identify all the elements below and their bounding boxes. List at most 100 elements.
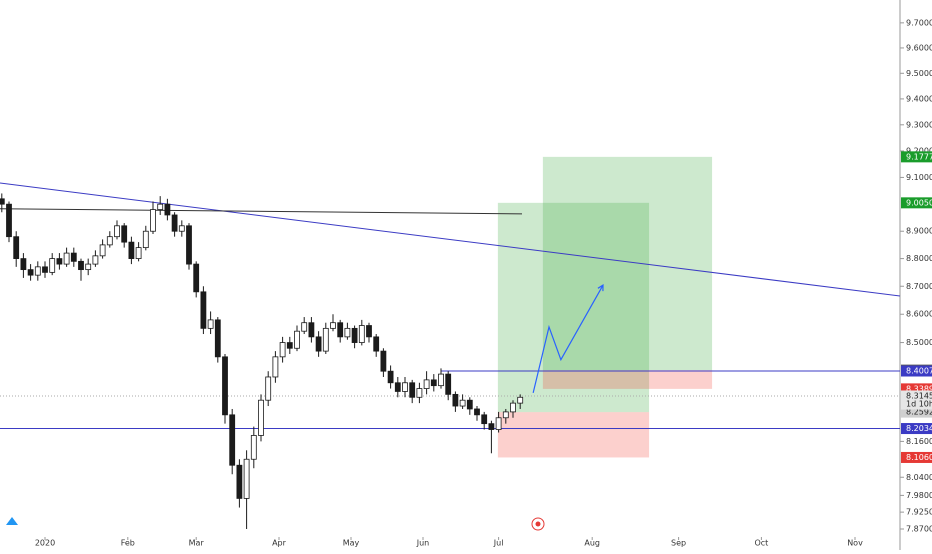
candle-body xyxy=(452,393,459,407)
y-tick-label: 7.9250 xyxy=(906,508,932,517)
logo xyxy=(6,517,18,525)
candle-body xyxy=(229,414,236,466)
x-tick-label: Mar xyxy=(189,539,205,548)
candle-body xyxy=(459,399,466,407)
candle-body xyxy=(85,263,92,271)
candle-body xyxy=(430,379,437,387)
candle-body xyxy=(373,336,380,352)
trend-line xyxy=(0,208,523,215)
target-zone xyxy=(542,156,713,371)
candle-body xyxy=(171,214,178,232)
price-label-bg xyxy=(901,197,932,209)
candle-body xyxy=(286,342,293,349)
price-label-bg xyxy=(901,406,932,418)
candle-body xyxy=(164,203,171,216)
candle-body xyxy=(330,322,336,329)
arrow-head xyxy=(597,284,604,292)
candle-body xyxy=(106,236,113,246)
price-label-bg xyxy=(901,365,932,377)
candle-body xyxy=(186,225,192,265)
y-tick-label: 9.1000 xyxy=(906,173,932,182)
y-tick-label: 8.6000 xyxy=(906,310,932,319)
price-label: 8.2034 xyxy=(906,424,932,433)
candle-body xyxy=(56,258,63,265)
candle-body xyxy=(481,414,488,425)
y-tick-label: 9.3000 xyxy=(906,120,932,129)
price-label: 9.0050 xyxy=(906,198,932,207)
candle-body xyxy=(466,399,473,410)
price-label-bg xyxy=(901,151,932,163)
y-tick-label: 9.6000 xyxy=(906,43,932,52)
x-tick-label: Jul xyxy=(493,539,504,548)
x-tick-label: Feb xyxy=(121,539,135,548)
candle-body xyxy=(315,336,322,352)
x-tick-label: Jun xyxy=(416,539,430,548)
price-label-bg xyxy=(901,390,932,402)
y-tick-label: 8.1600 xyxy=(906,437,932,446)
candle-body xyxy=(128,241,135,259)
event-icon xyxy=(531,517,545,531)
y-tick-label: 8.0400 xyxy=(906,473,932,482)
price-label-bg xyxy=(901,423,932,435)
y-tick-label: 8.7000 xyxy=(906,282,932,291)
candle-body xyxy=(394,382,401,392)
x-tick-label: Oct xyxy=(754,539,768,548)
countdown-bg xyxy=(901,398,932,410)
candle-body xyxy=(236,464,243,499)
candle-body xyxy=(366,325,372,338)
price-label: 9.1777 xyxy=(906,152,932,161)
candle-body xyxy=(200,291,207,329)
candle-body xyxy=(178,225,185,232)
candle-body xyxy=(63,252,70,265)
candle-body xyxy=(279,342,286,358)
candle-body xyxy=(42,266,48,273)
candle-body xyxy=(474,408,480,416)
y-tick-label: 9.5000 xyxy=(906,69,932,78)
price-label: 8.4007 xyxy=(906,367,932,376)
candle-body xyxy=(49,258,56,273)
candle-body xyxy=(34,266,41,276)
candle-body xyxy=(351,327,358,343)
candle-body xyxy=(222,356,228,416)
candle-body xyxy=(250,435,257,460)
candle-body xyxy=(157,203,164,210)
x-tick-label: Nov xyxy=(847,539,863,548)
candle-body xyxy=(142,230,149,249)
candle-body xyxy=(322,327,329,352)
candle-body xyxy=(13,236,20,259)
candle-body xyxy=(344,327,351,338)
candle-body xyxy=(416,388,423,398)
candle-body xyxy=(6,203,12,238)
candle-body xyxy=(20,258,27,271)
candle-body xyxy=(488,423,495,430)
price-label-bg xyxy=(901,451,932,463)
candle-body xyxy=(0,198,5,205)
candle-body xyxy=(387,370,394,384)
stop-zone xyxy=(497,412,650,458)
candle-body xyxy=(114,225,120,238)
x-tick-label: Aug xyxy=(584,539,600,548)
target-zone xyxy=(497,202,650,413)
y-tick-label: 8.8000 xyxy=(906,254,932,263)
candle-body xyxy=(207,319,214,329)
projection-arrow xyxy=(532,284,604,394)
price-label: 8.1060 xyxy=(906,453,932,462)
trend-line xyxy=(0,182,901,297)
candle-body xyxy=(193,263,200,293)
candle-body xyxy=(272,356,279,378)
x-tick-label: Apr xyxy=(272,539,287,548)
candle-body xyxy=(92,255,99,265)
candle-body xyxy=(517,396,524,404)
price-label: 8.3389 xyxy=(906,384,932,393)
stop-zone xyxy=(542,370,713,389)
candle-body xyxy=(258,399,264,436)
candle-body xyxy=(78,260,84,271)
candle-body xyxy=(214,319,221,358)
x-tick-label: 2020 xyxy=(35,539,55,548)
candle-body xyxy=(294,330,300,349)
y-tick-label: 9.2000 xyxy=(906,146,932,155)
candle-body xyxy=(438,373,444,387)
price-label: 8.2592 xyxy=(906,408,932,417)
candle-body xyxy=(99,244,106,257)
